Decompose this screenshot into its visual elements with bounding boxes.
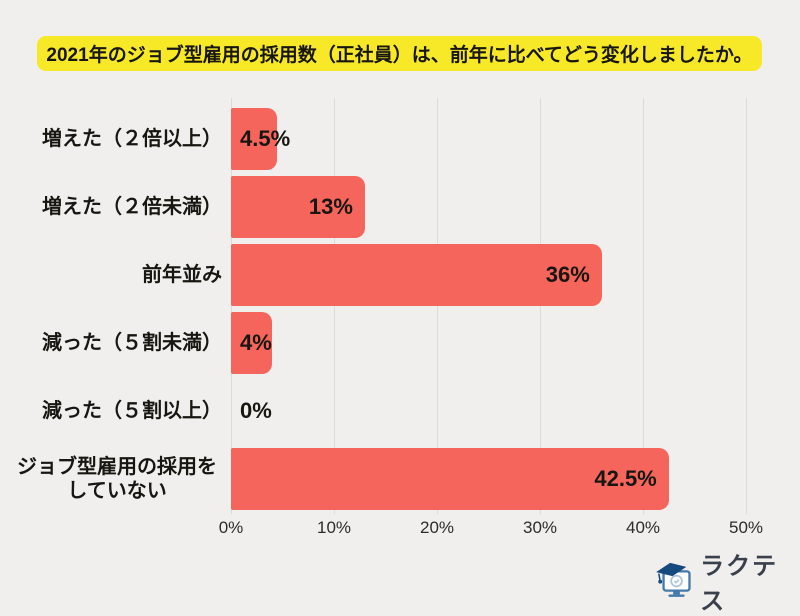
bar	[231, 108, 278, 170]
gridline	[334, 98, 335, 514]
value-label: 42.5%	[594, 466, 657, 491]
category-label: 減った（５割以上）	[42, 400, 222, 422]
value-label: 0%	[240, 398, 272, 423]
bar-chart: 0% 10% 20% 30% 40% 50% 増えた（２倍以上） 4.5% 増えた（２倍未満） 1…	[17, 98, 764, 537]
bar	[231, 448, 669, 510]
category-label: 増えた（２倍未満）	[42, 196, 222, 218]
logo-text: ラクテス	[700, 553, 779, 615]
category-label: ジョブ型雇用の採用を していない	[17, 456, 217, 502]
category-label: 前年並み	[142, 264, 222, 286]
bar	[231, 312, 273, 374]
survey-infographic: 2021年のジョブ型雇用の採用数（正社員）は、前年に比べてどう変化しましたか。 …	[17, 36, 776, 615]
category-label: 増えた（２倍以上）	[42, 128, 222, 150]
gridline	[231, 98, 232, 514]
category-label: 減った（５割未満）	[42, 332, 222, 354]
gridline	[540, 98, 541, 514]
bar	[231, 244, 602, 306]
title-text: 2021年のジョブ型雇用の採用数（正社員）は、前年に比べてどう変化しましたか。	[46, 45, 753, 66]
gridline	[437, 98, 438, 514]
logo: ラクテス	[653, 546, 800, 616]
x-axis-tick-label: 20%	[419, 518, 455, 537]
title-banner: 2021年のジョブ型雇用の採用数（正社員）は、前年に比べてどう変化しましたか。	[37, 36, 762, 71]
x-axis-tick-label: 50%	[728, 518, 764, 537]
bar	[231, 176, 365, 238]
value-label: 36%	[545, 262, 590, 287]
x-axis-tick-label: 0%	[218, 518, 244, 537]
x-axis-tick-label: 40%	[625, 518, 661, 537]
x-axis-tick-label: 30%	[522, 518, 558, 537]
x-axis-tick-label: 10%	[316, 518, 352, 537]
value-label: 4.5%	[240, 126, 291, 151]
value-label: 4%	[240, 330, 272, 355]
gridline	[643, 98, 644, 514]
monitor-graduation-cap-icon	[656, 562, 691, 597]
gridline	[746, 98, 747, 514]
value-label: 13%	[308, 194, 353, 219]
